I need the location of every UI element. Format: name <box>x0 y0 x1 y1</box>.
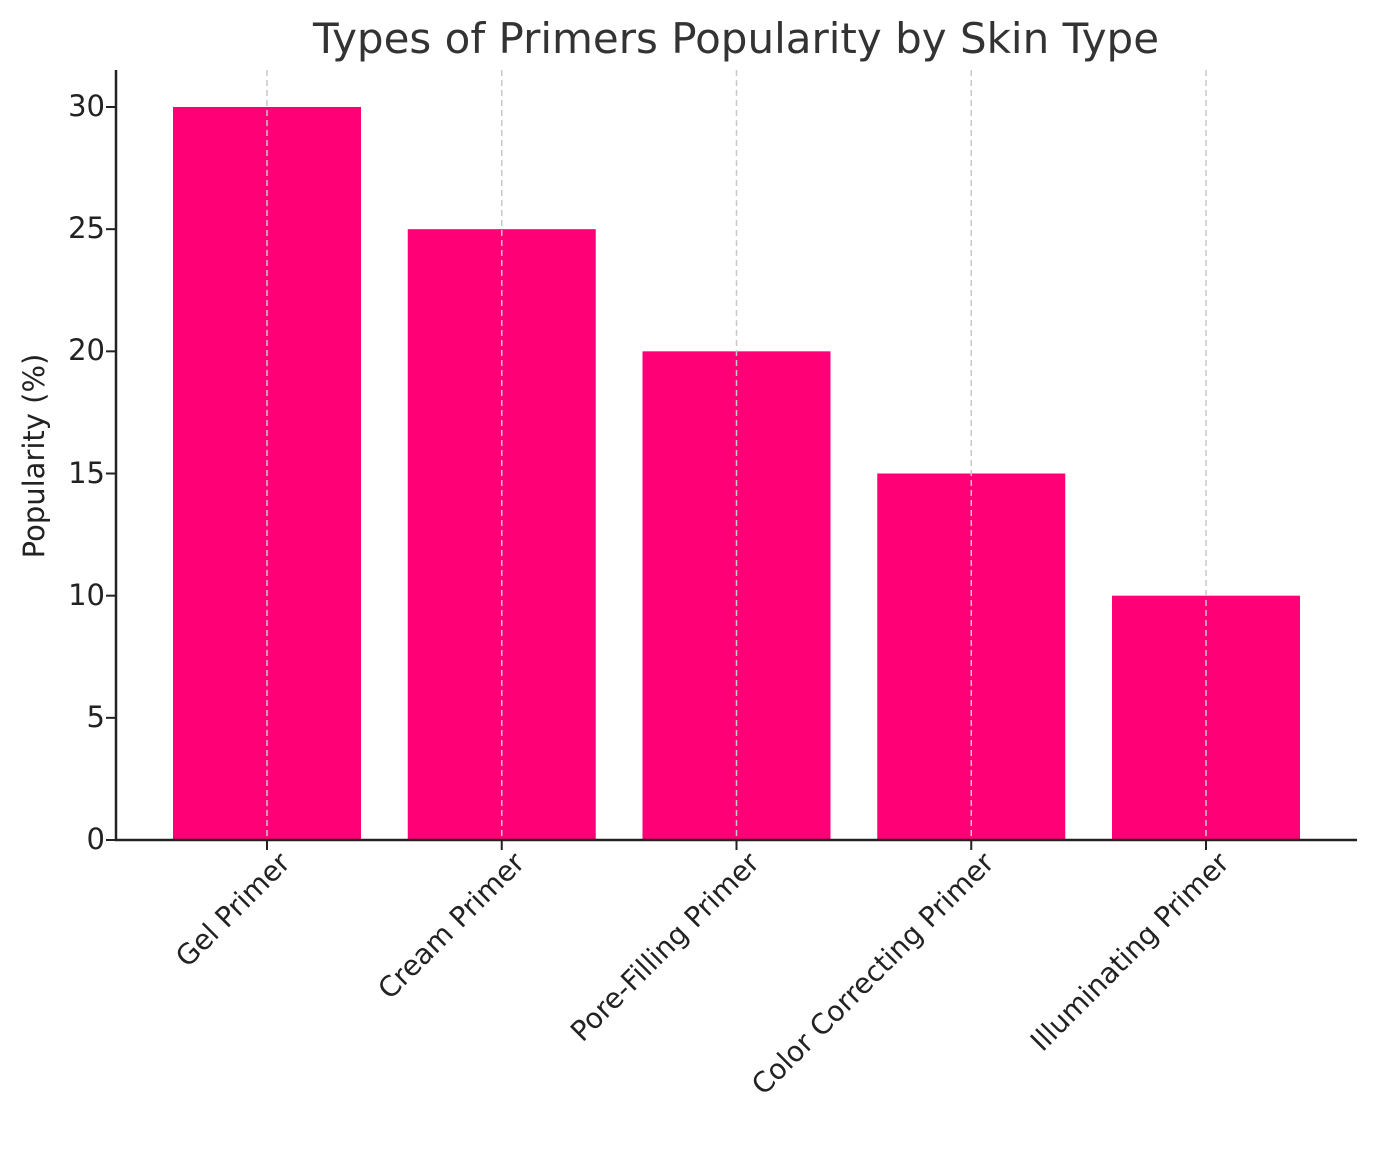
bar-illuminating-primer <box>1112 595 1300 840</box>
y-tick-label: 15 <box>68 455 105 490</box>
y-tick-label: 30 <box>68 89 105 123</box>
y-tick-label: 0 <box>86 822 105 856</box>
y-tick-label: 5 <box>86 699 105 734</box>
chart-title: Types of Primers Popularity by Skin Type <box>312 14 1160 63</box>
y-tick-label: 25 <box>68 211 105 246</box>
y-tick-label: 20 <box>68 333 105 368</box>
y-tick-label: 10 <box>68 577 105 612</box>
